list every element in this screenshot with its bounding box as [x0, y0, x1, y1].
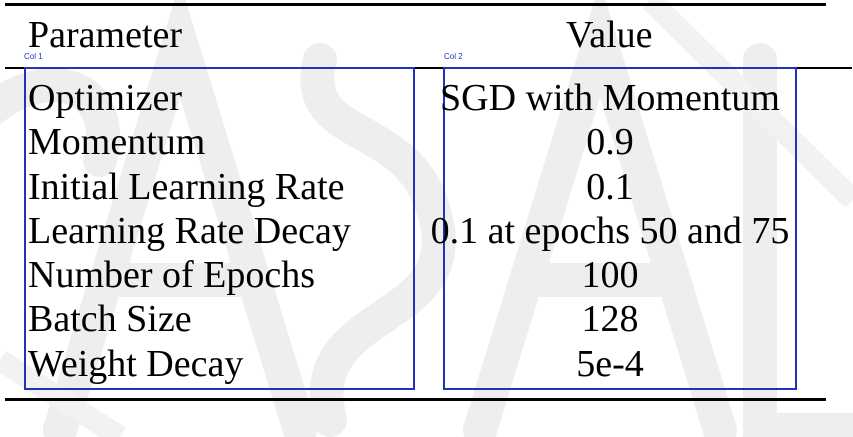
table-row: Optimizer SGD with Momentum	[0, 76, 853, 120]
table-row: Weight Decay 5e-4	[0, 342, 853, 386]
table-body: Optimizer SGD with Momentum Momentum 0.9…	[0, 76, 853, 386]
value-cell: 0.9	[586, 121, 634, 164]
column-tag-1: Col 1	[24, 52, 43, 61]
header-value: Value	[566, 14, 653, 56]
table-row: Number of Epochs 100	[0, 253, 853, 297]
value-cell: 5e-4	[576, 342, 644, 385]
parameter-cell: Initial Learning Rate	[28, 165, 345, 208]
table-header-rule	[5, 67, 852, 69]
parameter-cell: Batch Size	[28, 298, 192, 341]
table-bottom-rule	[5, 398, 826, 401]
column-box-1	[24, 67, 415, 390]
value-cell: SGD with Momentum	[440, 77, 780, 119]
parameter-cell: Momentum	[28, 121, 206, 164]
column-box-2	[443, 67, 797, 390]
value-cell: 100	[581, 254, 639, 297]
value-cell: 128	[581, 298, 639, 341]
table-row: Batch Size 128	[0, 297, 853, 341]
parameter-cell: Number of Epochs	[28, 254, 316, 297]
parameter-cell: Learning Rate Decay	[28, 209, 351, 252]
value-cell: 0.1	[586, 165, 634, 208]
column-tag-2: Col 2	[444, 52, 463, 61]
table-row: Momentum 0.9	[0, 120, 853, 164]
table-row: Learning Rate Decay 0.1 at epochs 50 and…	[0, 209, 853, 253]
table-row: Initial Learning Rate 0.1	[0, 165, 853, 209]
parameter-cell: Optimizer	[28, 77, 183, 119]
table-top-rule	[5, 3, 826, 6]
value-cell: 0.1 at epochs 50 and 75	[430, 209, 790, 252]
header-parameter: Parameter	[28, 14, 183, 56]
parameter-cell: Weight Decay	[28, 342, 244, 385]
